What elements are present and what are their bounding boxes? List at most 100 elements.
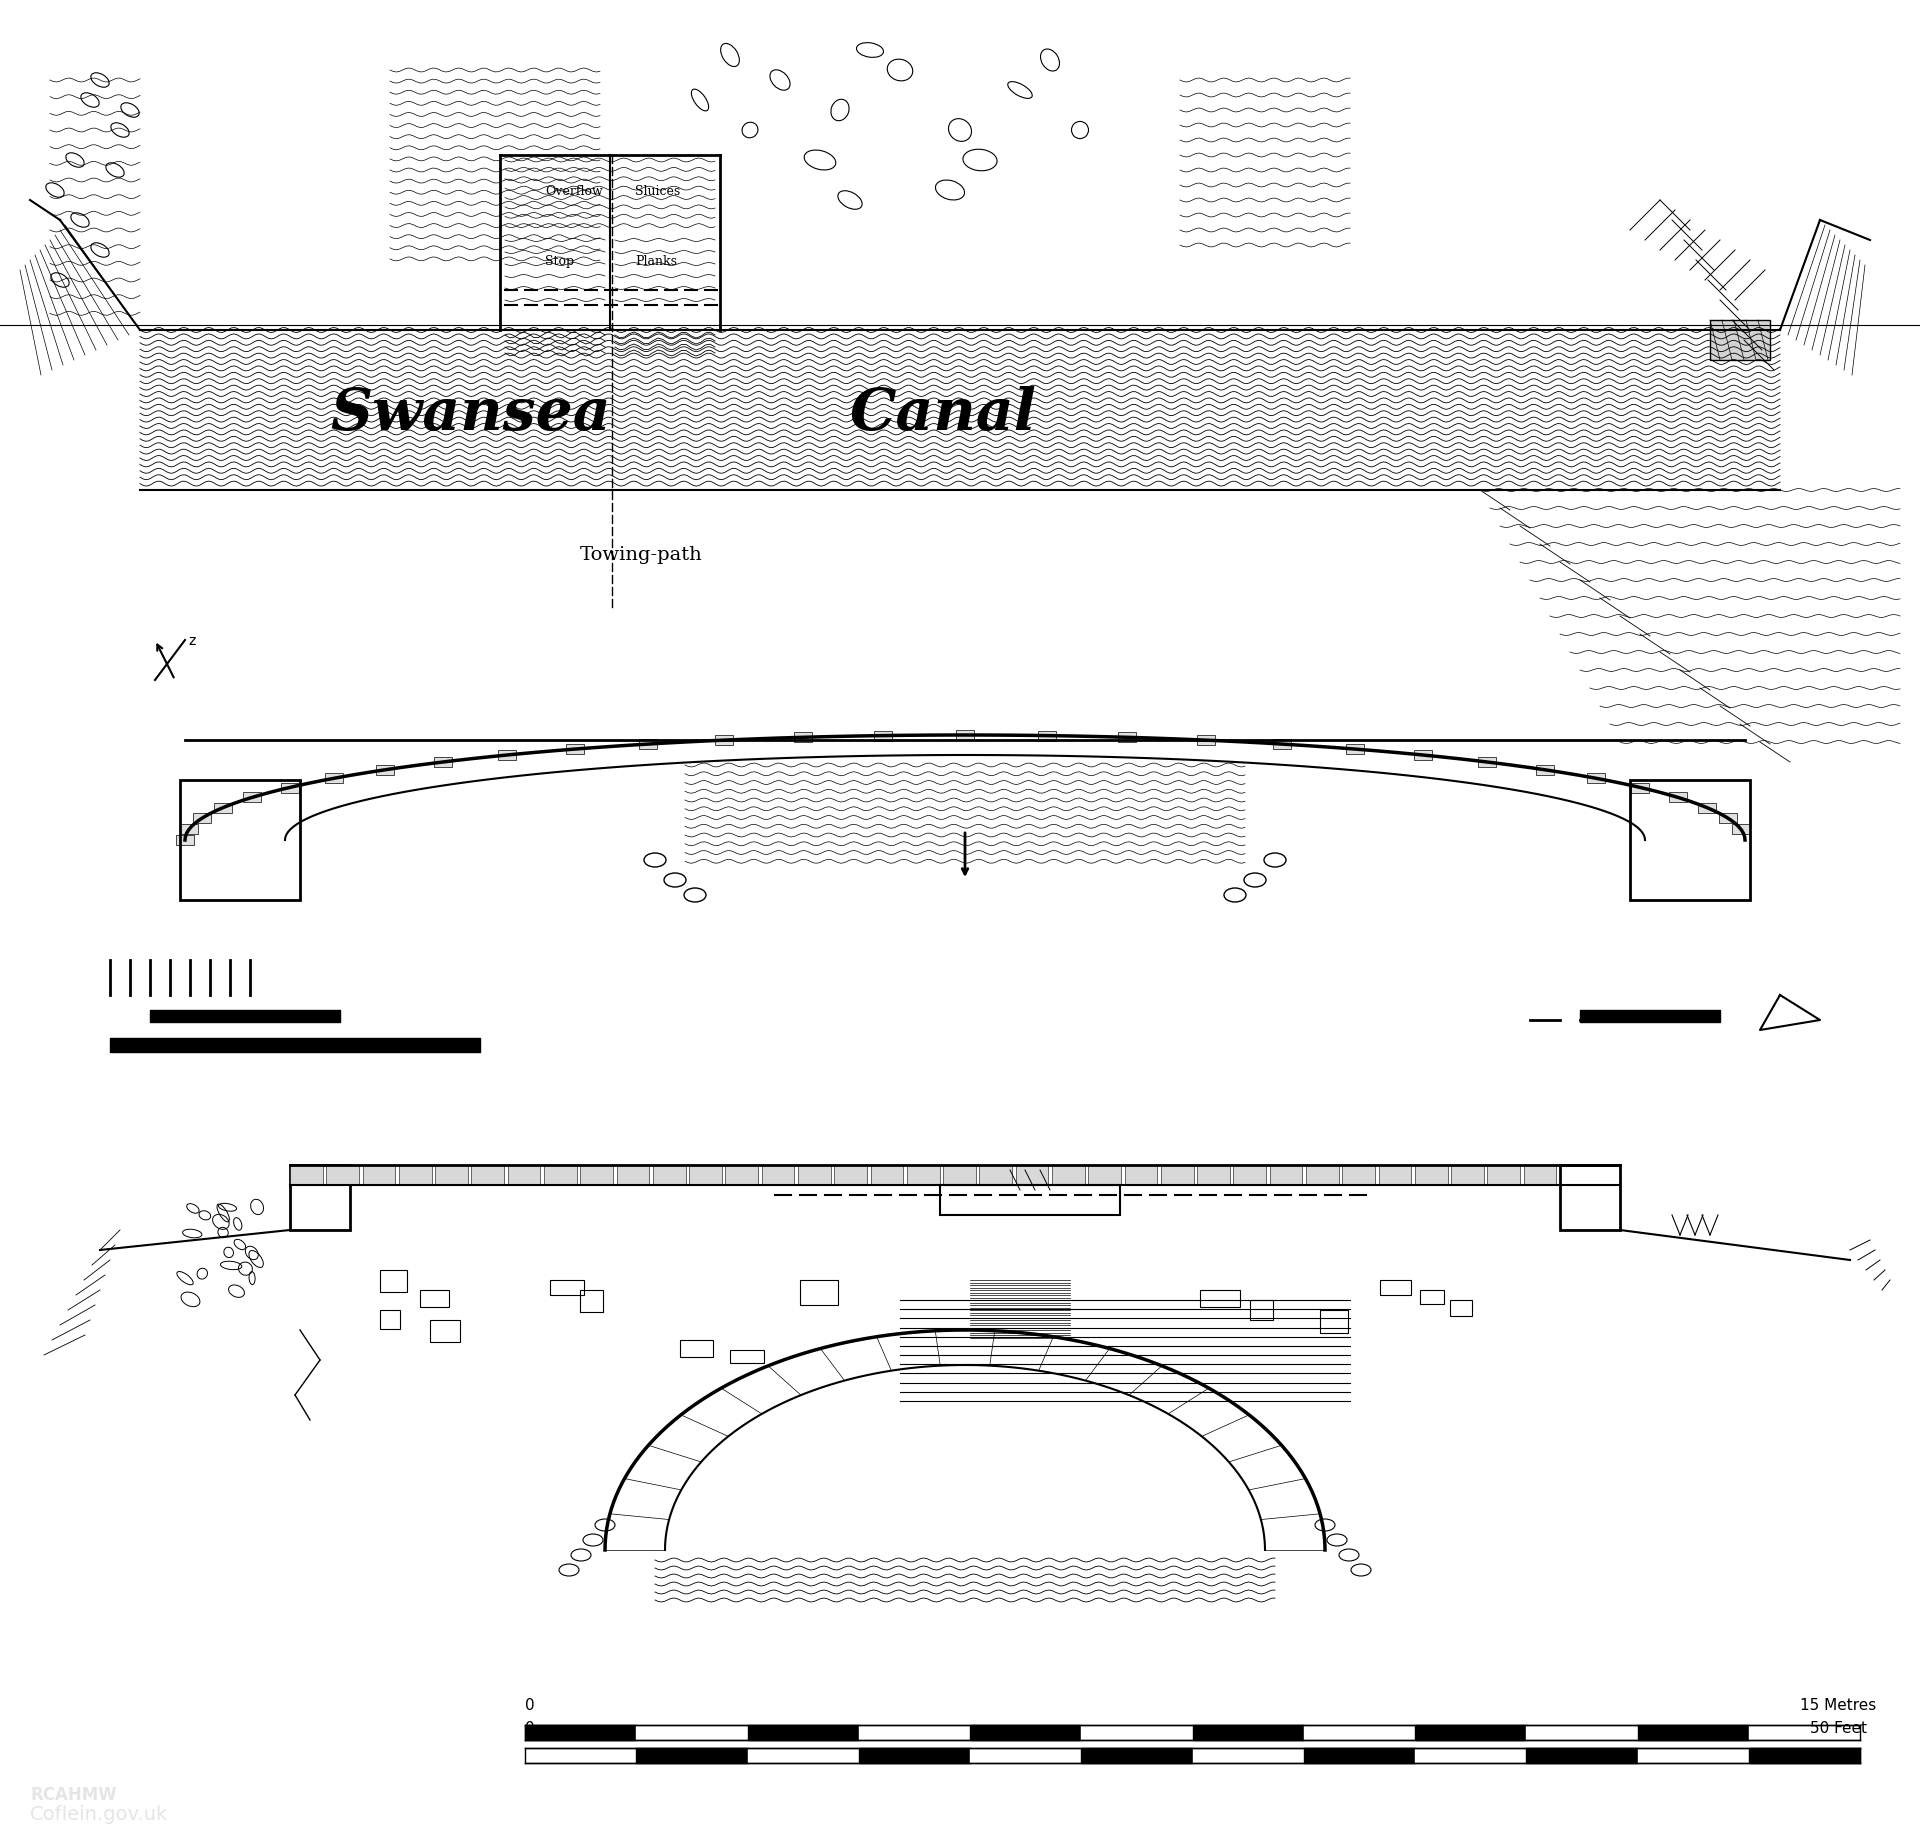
Bar (1162, 1165, 1194, 1185)
Bar (420, 1290, 445, 1312)
Bar (472, 1165, 505, 1185)
Bar (194, 813, 211, 824)
Bar (726, 1165, 758, 1185)
Text: 0: 0 (524, 1697, 534, 1714)
Bar (941, 1185, 1119, 1215)
Bar (1630, 780, 1749, 899)
Text: Sluices: Sluices (636, 185, 680, 198)
Text: Swansea: Swansea (330, 385, 611, 442)
Bar (1559, 1165, 1620, 1229)
Text: 50 Feet: 50 Feet (1811, 1721, 1866, 1736)
Bar (1711, 319, 1770, 360)
Bar (689, 1165, 722, 1185)
Bar (1588, 773, 1605, 784)
Bar (1273, 740, 1292, 749)
Bar (870, 1165, 902, 1185)
Bar (639, 740, 657, 749)
Bar (1250, 1299, 1279, 1321)
Bar (1536, 765, 1553, 774)
Text: Canal: Canal (851, 385, 1037, 442)
Bar (180, 780, 300, 899)
Bar (1379, 1165, 1411, 1185)
Bar (793, 732, 812, 743)
Bar (1198, 1165, 1231, 1185)
Bar (1488, 1165, 1521, 1185)
Bar (762, 1165, 795, 1185)
Bar (1321, 1310, 1363, 1325)
Text: Stop: Stop (545, 255, 574, 268)
Bar (616, 1165, 649, 1185)
Text: RCAHMW: RCAHMW (31, 1785, 117, 1804)
Bar (1632, 782, 1649, 793)
Bar (507, 1165, 540, 1185)
Bar (1125, 1165, 1158, 1185)
Bar (580, 1165, 612, 1185)
Bar (290, 1165, 349, 1229)
Bar (714, 736, 733, 745)
Bar (835, 1165, 868, 1185)
Bar (1697, 802, 1716, 813)
Bar (1089, 1165, 1121, 1185)
Bar (1269, 1165, 1302, 1185)
Bar (549, 1281, 576, 1301)
Bar (1233, 1165, 1265, 1185)
Bar (1346, 743, 1363, 754)
Bar (1415, 751, 1432, 760)
Bar (680, 1340, 720, 1360)
Bar (1380, 1281, 1407, 1299)
Bar (801, 1281, 837, 1296)
Bar (906, 1165, 939, 1185)
Text: 15 Metres: 15 Metres (1801, 1697, 1876, 1714)
Bar (324, 773, 344, 784)
Bar (380, 1270, 419, 1288)
Bar (430, 1319, 467, 1338)
Bar (799, 1165, 831, 1185)
Bar (434, 758, 451, 767)
Bar (244, 793, 261, 802)
Bar (566, 743, 584, 754)
Bar (177, 835, 194, 844)
Bar (399, 1165, 432, 1185)
Bar (497, 751, 516, 760)
Bar (1306, 1165, 1338, 1185)
Text: Coflein.gov.uk: Coflein.gov.uk (31, 1806, 169, 1824)
Bar (1016, 1165, 1048, 1185)
Bar (1452, 1165, 1484, 1185)
Text: Planks: Planks (636, 255, 678, 268)
Bar (979, 1165, 1012, 1185)
Bar (1718, 813, 1738, 824)
Text: z: z (188, 635, 196, 648)
Bar (280, 782, 298, 793)
Bar (653, 1165, 685, 1185)
Bar (943, 1165, 975, 1185)
Bar (543, 1165, 576, 1185)
Bar (1200, 1290, 1227, 1308)
Bar (1117, 732, 1137, 743)
Bar (180, 824, 198, 835)
Bar (1524, 1165, 1557, 1185)
Bar (1732, 824, 1749, 835)
Text: Overflow: Overflow (545, 185, 603, 198)
Bar (1450, 1299, 1484, 1316)
Bar (290, 1165, 323, 1185)
Bar (1478, 758, 1496, 767)
Bar (326, 1165, 359, 1185)
Bar (1037, 730, 1056, 741)
Text: Towing-path: Towing-path (580, 547, 703, 563)
Bar (215, 802, 232, 813)
Bar (363, 1165, 396, 1185)
Bar (956, 730, 973, 740)
Bar (1421, 1290, 1444, 1310)
Bar (1668, 793, 1686, 802)
Text: 0: 0 (524, 1721, 534, 1736)
Bar (1052, 1165, 1085, 1185)
Bar (874, 730, 893, 741)
Bar (436, 1165, 468, 1185)
Bar (380, 1310, 420, 1332)
Bar (730, 1351, 758, 1363)
Bar (1342, 1165, 1375, 1185)
Bar (580, 1290, 605, 1314)
Bar (1415, 1165, 1448, 1185)
Bar (376, 765, 394, 774)
Bar (1196, 736, 1215, 745)
